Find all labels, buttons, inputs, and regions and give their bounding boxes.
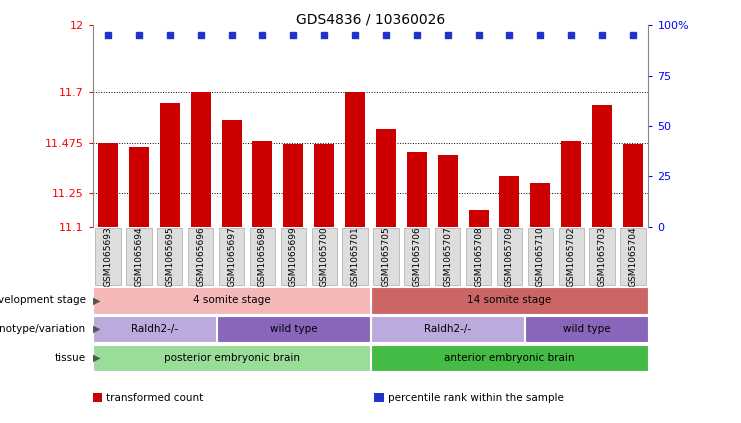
Bar — [188, 228, 213, 285]
Bar — [311, 228, 337, 285]
Text: GSM1065709: GSM1065709 — [505, 226, 514, 287]
Bar — [129, 147, 149, 227]
Bar — [559, 228, 584, 285]
Bar — [466, 228, 491, 285]
Text: GSM1065702: GSM1065702 — [567, 226, 576, 287]
Bar — [623, 143, 643, 227]
Bar — [404, 228, 430, 285]
Text: GSM1065693: GSM1065693 — [104, 226, 113, 287]
Bar — [468, 210, 488, 227]
Bar — [160, 102, 180, 227]
Bar — [407, 152, 427, 227]
Text: genotype/variation: genotype/variation — [0, 324, 86, 334]
Bar — [126, 228, 152, 285]
Bar — [528, 228, 553, 285]
Text: GSM1065695: GSM1065695 — [165, 226, 174, 287]
Bar — [371, 316, 525, 342]
Bar — [190, 93, 210, 227]
Text: GSM1065701: GSM1065701 — [350, 226, 359, 287]
Text: GSM1065699: GSM1065699 — [289, 226, 298, 287]
Bar — [499, 176, 519, 227]
Text: Raldh2-/-: Raldh2-/- — [131, 324, 178, 334]
Bar — [222, 121, 242, 227]
Bar — [250, 228, 275, 285]
Bar — [371, 287, 648, 313]
Bar — [216, 316, 370, 342]
Bar — [371, 345, 648, 371]
Text: GSM1065704: GSM1065704 — [628, 226, 637, 287]
Bar — [531, 183, 551, 227]
Text: GSM1065697: GSM1065697 — [227, 226, 236, 287]
Text: development stage: development stage — [0, 295, 86, 305]
Bar — [342, 228, 368, 285]
Bar — [525, 316, 648, 342]
Text: GSM1065710: GSM1065710 — [536, 226, 545, 287]
Text: posterior embryonic brain: posterior embryonic brain — [164, 353, 299, 363]
Text: GSM1065694: GSM1065694 — [134, 226, 144, 287]
Bar — [93, 345, 370, 371]
Bar — [561, 140, 581, 227]
Bar — [376, 129, 396, 227]
Bar — [93, 316, 216, 342]
Bar — [93, 287, 370, 313]
Text: transformed count: transformed count — [106, 393, 203, 403]
Text: GSM1065698: GSM1065698 — [258, 226, 267, 287]
Bar — [219, 228, 245, 285]
Bar — [589, 228, 615, 285]
Text: GSM1065706: GSM1065706 — [412, 226, 422, 287]
Bar — [283, 144, 303, 227]
Text: ▶: ▶ — [93, 324, 100, 334]
Bar — [373, 228, 399, 285]
Bar — [96, 228, 121, 285]
Bar — [157, 228, 182, 285]
Text: GSM1065708: GSM1065708 — [474, 226, 483, 287]
Text: wild type: wild type — [270, 324, 317, 334]
Text: anterior embryonic brain: anterior embryonic brain — [444, 353, 575, 363]
Text: GSM1065705: GSM1065705 — [382, 226, 391, 287]
Text: GSM1065700: GSM1065700 — [319, 226, 329, 287]
Bar — [281, 228, 306, 285]
Text: GSM1065696: GSM1065696 — [196, 226, 205, 287]
Text: GSM1065703: GSM1065703 — [597, 226, 607, 287]
Bar — [620, 228, 645, 285]
Text: GSM1065707: GSM1065707 — [443, 226, 452, 287]
Text: 4 somite stage: 4 somite stage — [193, 295, 270, 305]
Text: wild type: wild type — [563, 324, 611, 334]
Bar — [345, 93, 365, 227]
Text: ▶: ▶ — [93, 295, 100, 305]
Bar — [253, 140, 273, 227]
Text: GDS4836 / 10360026: GDS4836 / 10360026 — [296, 13, 445, 27]
Text: tissue: tissue — [55, 353, 86, 363]
Bar — [438, 155, 458, 227]
Bar — [592, 105, 612, 227]
Text: percentile rank within the sample: percentile rank within the sample — [388, 393, 563, 403]
Bar — [98, 143, 118, 227]
Bar — [435, 228, 460, 285]
Bar — [496, 228, 522, 285]
Bar — [314, 143, 334, 227]
Text: Raldh2-/-: Raldh2-/- — [424, 324, 471, 334]
Text: ▶: ▶ — [93, 353, 100, 363]
Text: 14 somite stage: 14 somite stage — [468, 295, 551, 305]
